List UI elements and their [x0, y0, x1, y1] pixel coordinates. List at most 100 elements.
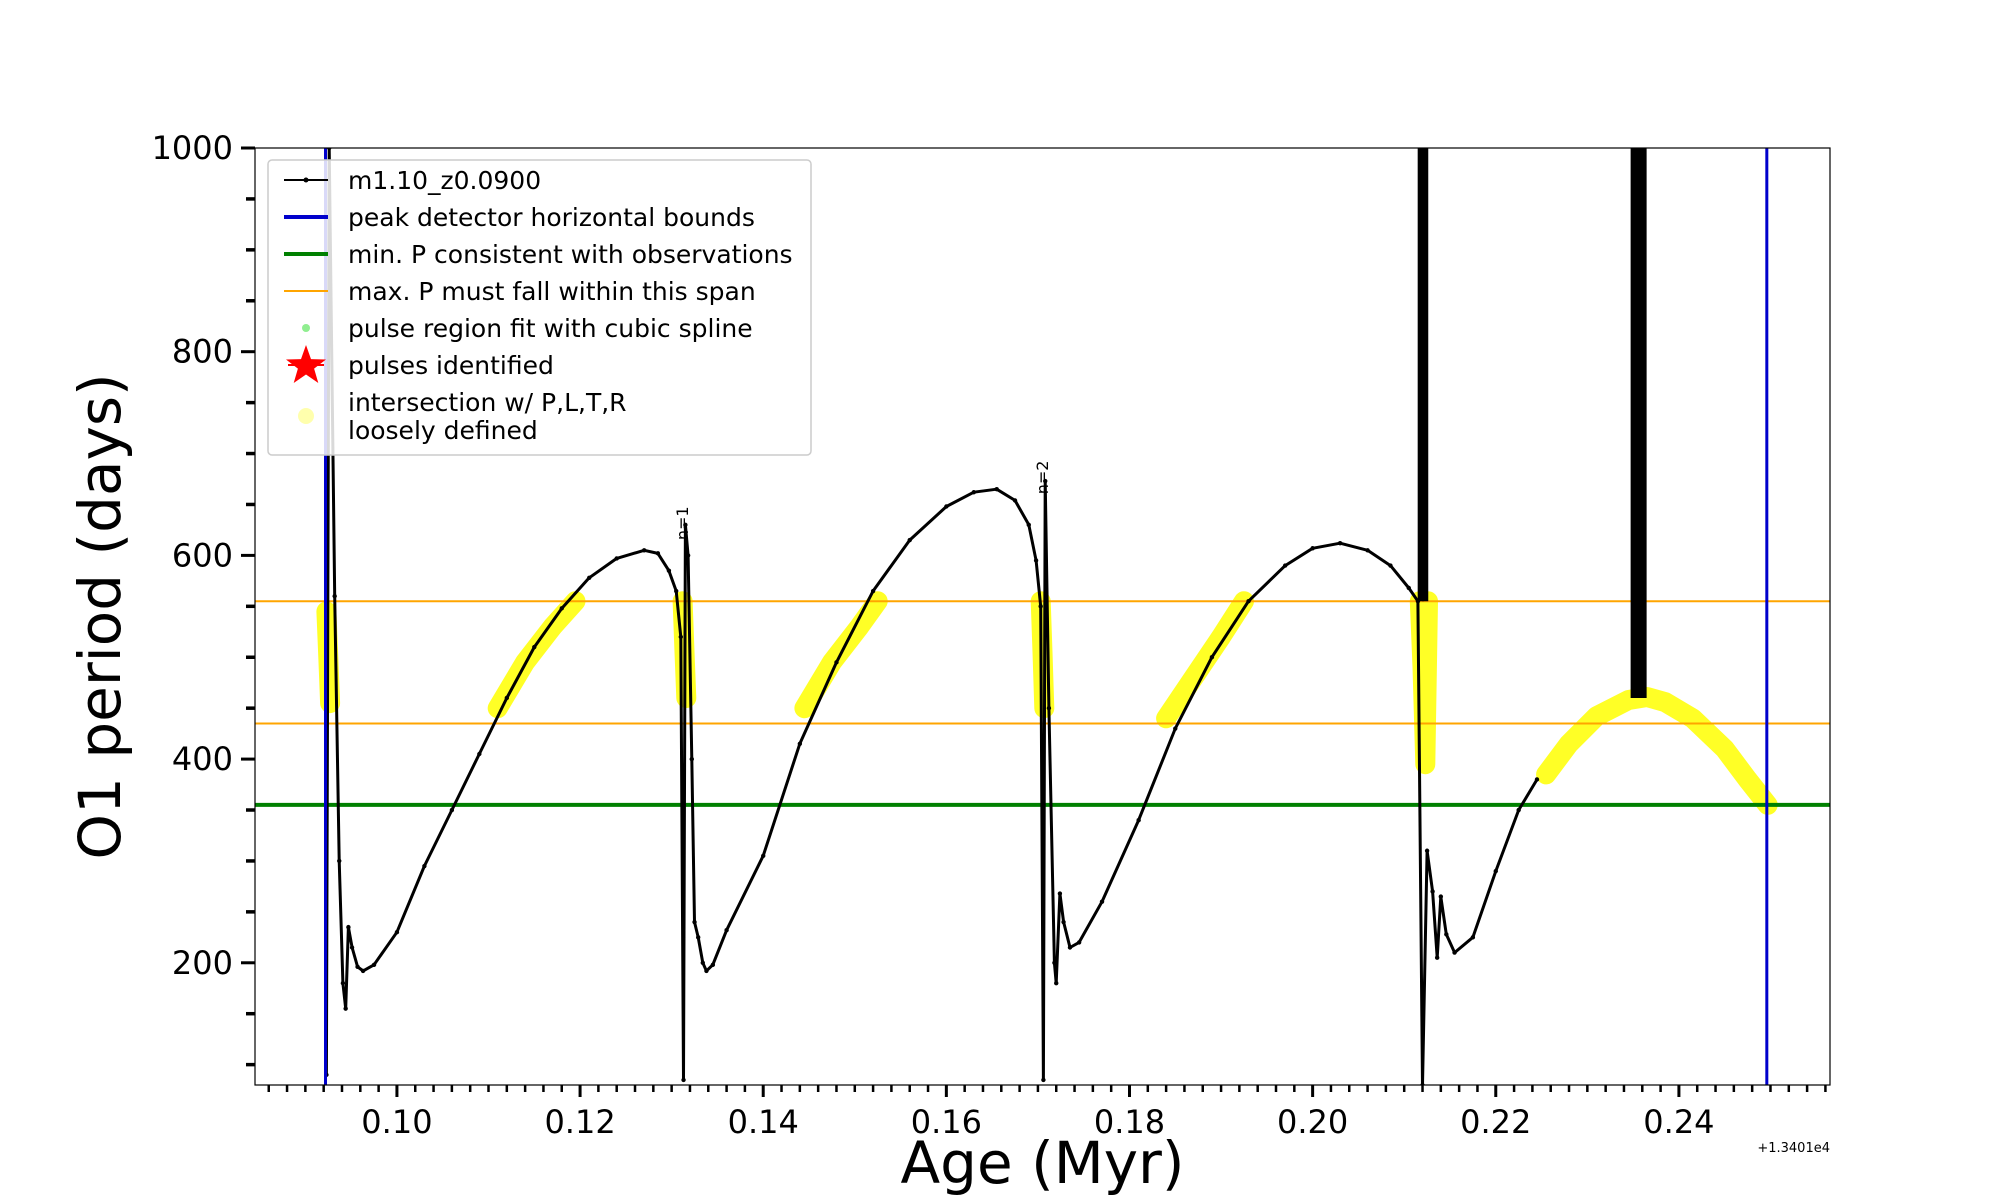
- main-series-point-6: [346, 924, 351, 930]
- y-tick-label-0: 200: [172, 944, 233, 982]
- main-series-point-4: [340, 980, 346, 986]
- main-series-point-44: [1026, 522, 1031, 528]
- main-series-point-37: [834, 660, 839, 665]
- yellow-segment-1: [487, 591, 586, 719]
- main-series-point-35: [761, 853, 766, 859]
- legend-handle-yellow: [298, 408, 314, 424]
- main-series-point-60: [1246, 599, 1251, 604]
- main-series-point-69: [1424, 848, 1430, 853]
- main-series-point-40: [944, 504, 949, 509]
- main-series-point-46: [1038, 604, 1043, 609]
- legend-label-1: peak detector horizontal bounds: [348, 203, 755, 232]
- main-series-point-41: [971, 490, 977, 495]
- main-series-point-59: [1209, 655, 1215, 660]
- main-series-point-33: [710, 962, 716, 968]
- annotation-2: n=2: [1033, 461, 1052, 495]
- main-series-point-23: [674, 588, 679, 594]
- main-series-point-26: [683, 522, 688, 528]
- main-series-point-5: [343, 1006, 348, 1011]
- main-series-point-8: [355, 964, 360, 970]
- main-series-point-50: [1052, 960, 1057, 965]
- main-series-point-72: [1438, 894, 1444, 899]
- x-tick-label-2: 0.14: [728, 1103, 799, 1141]
- legend-label-2: min. P consistent with observations: [348, 240, 793, 269]
- main-series-point-63: [1337, 540, 1343, 546]
- data-layer: [255, 148, 1830, 1085]
- main-series-point-20: [641, 548, 647, 553]
- main-series-point-25: [681, 1077, 686, 1083]
- main-series-point-53: [1061, 919, 1066, 925]
- main-series-point-10: [371, 962, 377, 968]
- main-series-point-75: [1470, 935, 1476, 940]
- main-series-point-78: [1534, 777, 1540, 782]
- main-series-point-64: [1365, 548, 1370, 553]
- main-series-point-12: [422, 863, 427, 869]
- legend-label-line: intersection w/ P,L,T,R: [348, 388, 627, 417]
- legend-handle-star: [286, 345, 326, 383]
- main-series-point-30: [695, 935, 701, 940]
- main-series-point-62: [1310, 546, 1315, 551]
- y-tick-label-3: 800: [172, 333, 233, 371]
- main-series-point-45: [1033, 558, 1039, 563]
- x-tick-label-4: 0.18: [1094, 1103, 1165, 1141]
- y-tick-label-2: 600: [172, 536, 233, 574]
- main-series-point-19: [614, 556, 619, 561]
- x-tick-label-3: 0.16: [911, 1103, 982, 1141]
- main-series-point-70: [1430, 889, 1435, 894]
- main-series-point-57: [1136, 817, 1141, 823]
- main-series-point-58: [1173, 726, 1178, 731]
- main-series-point-11: [394, 930, 400, 935]
- main-series-point-7: [349, 945, 355, 950]
- main-series-point-27: [685, 553, 691, 558]
- main-series-point-17: [559, 606, 564, 611]
- main-series-point-38: [870, 588, 876, 594]
- main-series-point-42: [994, 486, 999, 492]
- main-series-point-36: [797, 741, 803, 747]
- y-axis-title: O1 period (days): [66, 373, 134, 859]
- main-series-point-3: [337, 858, 342, 864]
- x-offset-label: +1.3401e4: [1757, 1141, 1830, 1156]
- yellow-segment-5: [1156, 591, 1254, 729]
- legend-label-4: pulse region fit with cubic spline: [348, 314, 753, 343]
- x-tick-label-7: 0.24: [1643, 1103, 1714, 1141]
- main-series-point-9: [360, 968, 366, 974]
- main-series-point-18: [587, 575, 592, 580]
- axes: 0.10 0.12 0.14 0.16 0.18 0.20 0.22 0.24 200 400 60…: [66, 129, 1831, 1197]
- main-series-point-71: [1434, 955, 1440, 960]
- y-tick-label-1: 400: [172, 740, 233, 778]
- legend-handle-spline: [302, 324, 310, 332]
- main-series-point-21: [655, 551, 661, 556]
- legend-box: [267, 159, 812, 456]
- main-series-point-76: [1493, 868, 1498, 874]
- x-tick-label-5: 0.20: [1277, 1103, 1348, 1141]
- main-series-point-16: [532, 644, 537, 650]
- yellow-segment-6: [1409, 591, 1438, 775]
- plot-area: n=1 n=2: [255, 148, 1830, 1085]
- main-series-point-2: [332, 593, 337, 599]
- plot-frame: [254, 147, 1831, 1086]
- annotation-1: n=1: [673, 506, 692, 540]
- main-series-point-22: [666, 568, 672, 573]
- main-series-point-14: [477, 751, 482, 757]
- main-series-point-61: [1282, 563, 1288, 568]
- legend-label-6: intersection w/ P,L,T,R loosely defined: [348, 388, 627, 445]
- main-series-point-54: [1067, 945, 1073, 950]
- main-series-point-29: [692, 919, 697, 925]
- main-series-point-49: [1046, 705, 1052, 711]
- x-tick-label-1: 0.12: [544, 1103, 615, 1141]
- main-series-point-52: [1057, 891, 1063, 896]
- x-tick-label-6: 0.22: [1460, 1103, 1531, 1141]
- main-series-point-43: [1012, 498, 1018, 503]
- legend-handle-main-dot: [303, 177, 309, 183]
- legend-label-5: pulses identified: [348, 351, 554, 380]
- yellow-segment-7: [1536, 687, 1778, 815]
- main-series-point-73: [1444, 932, 1449, 937]
- main-series-point-13: [449, 807, 455, 813]
- main-series-point-56: [1099, 899, 1105, 904]
- x-axis-title: Age (Myr): [900, 1129, 1184, 1197]
- main-series-point-51: [1054, 980, 1059, 986]
- main-series-point-31: [700, 960, 705, 965]
- y-tick-label-4: 1000: [152, 129, 233, 167]
- legend-label-line: loosely defined: [348, 416, 538, 445]
